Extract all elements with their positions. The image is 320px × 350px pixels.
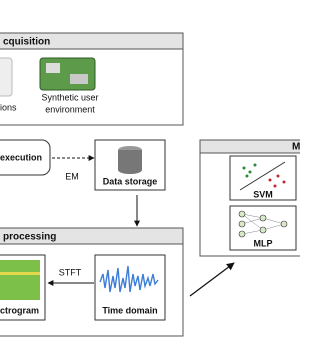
left-item: ions bbox=[0, 102, 17, 112]
spectrogram-label: ctrogram bbox=[0, 305, 39, 315]
mlp-edges bbox=[241, 213, 285, 235]
synthetic-label: environment bbox=[45, 104, 95, 114]
board-chip bbox=[46, 63, 60, 73]
spectrogram-band bbox=[0, 272, 40, 275]
processing-header bbox=[0, 227, 184, 245]
svm-box bbox=[229, 155, 297, 201]
model-header bbox=[199, 139, 300, 154]
waveform bbox=[99, 265, 159, 293]
stft-label: STFT bbox=[59, 267, 82, 277]
synthetic-label: Synthetic user bbox=[41, 92, 98, 102]
diagram: cquisition ions Synthetic user environme… bbox=[0, 32, 300, 337]
processing-title: processing bbox=[3, 232, 56, 243]
acquisition-header bbox=[0, 32, 184, 50]
execution-box bbox=[0, 139, 51, 176]
time-domain-label: Time domain bbox=[102, 305, 157, 315]
spectrogram-image bbox=[0, 260, 40, 300]
svm-boundary bbox=[239, 161, 286, 191]
execution-label: execution bbox=[0, 152, 42, 162]
svm-label: SVM bbox=[253, 189, 273, 199]
svm-points bbox=[268, 174, 286, 188]
board-port bbox=[70, 74, 88, 84]
acquisition-title: cquisition bbox=[3, 37, 50, 48]
mlp-nodes bbox=[238, 210, 288, 238]
storage-label: Data storage bbox=[103, 176, 158, 186]
left-icon bbox=[0, 57, 13, 97]
model-title: Ma bbox=[292, 142, 300, 153]
mlp-label: MLP bbox=[254, 238, 273, 248]
db-body bbox=[118, 150, 142, 174]
em-label: EM bbox=[65, 171, 79, 181]
to-model-arrow bbox=[189, 262, 235, 297]
svm-points bbox=[242, 163, 257, 178]
